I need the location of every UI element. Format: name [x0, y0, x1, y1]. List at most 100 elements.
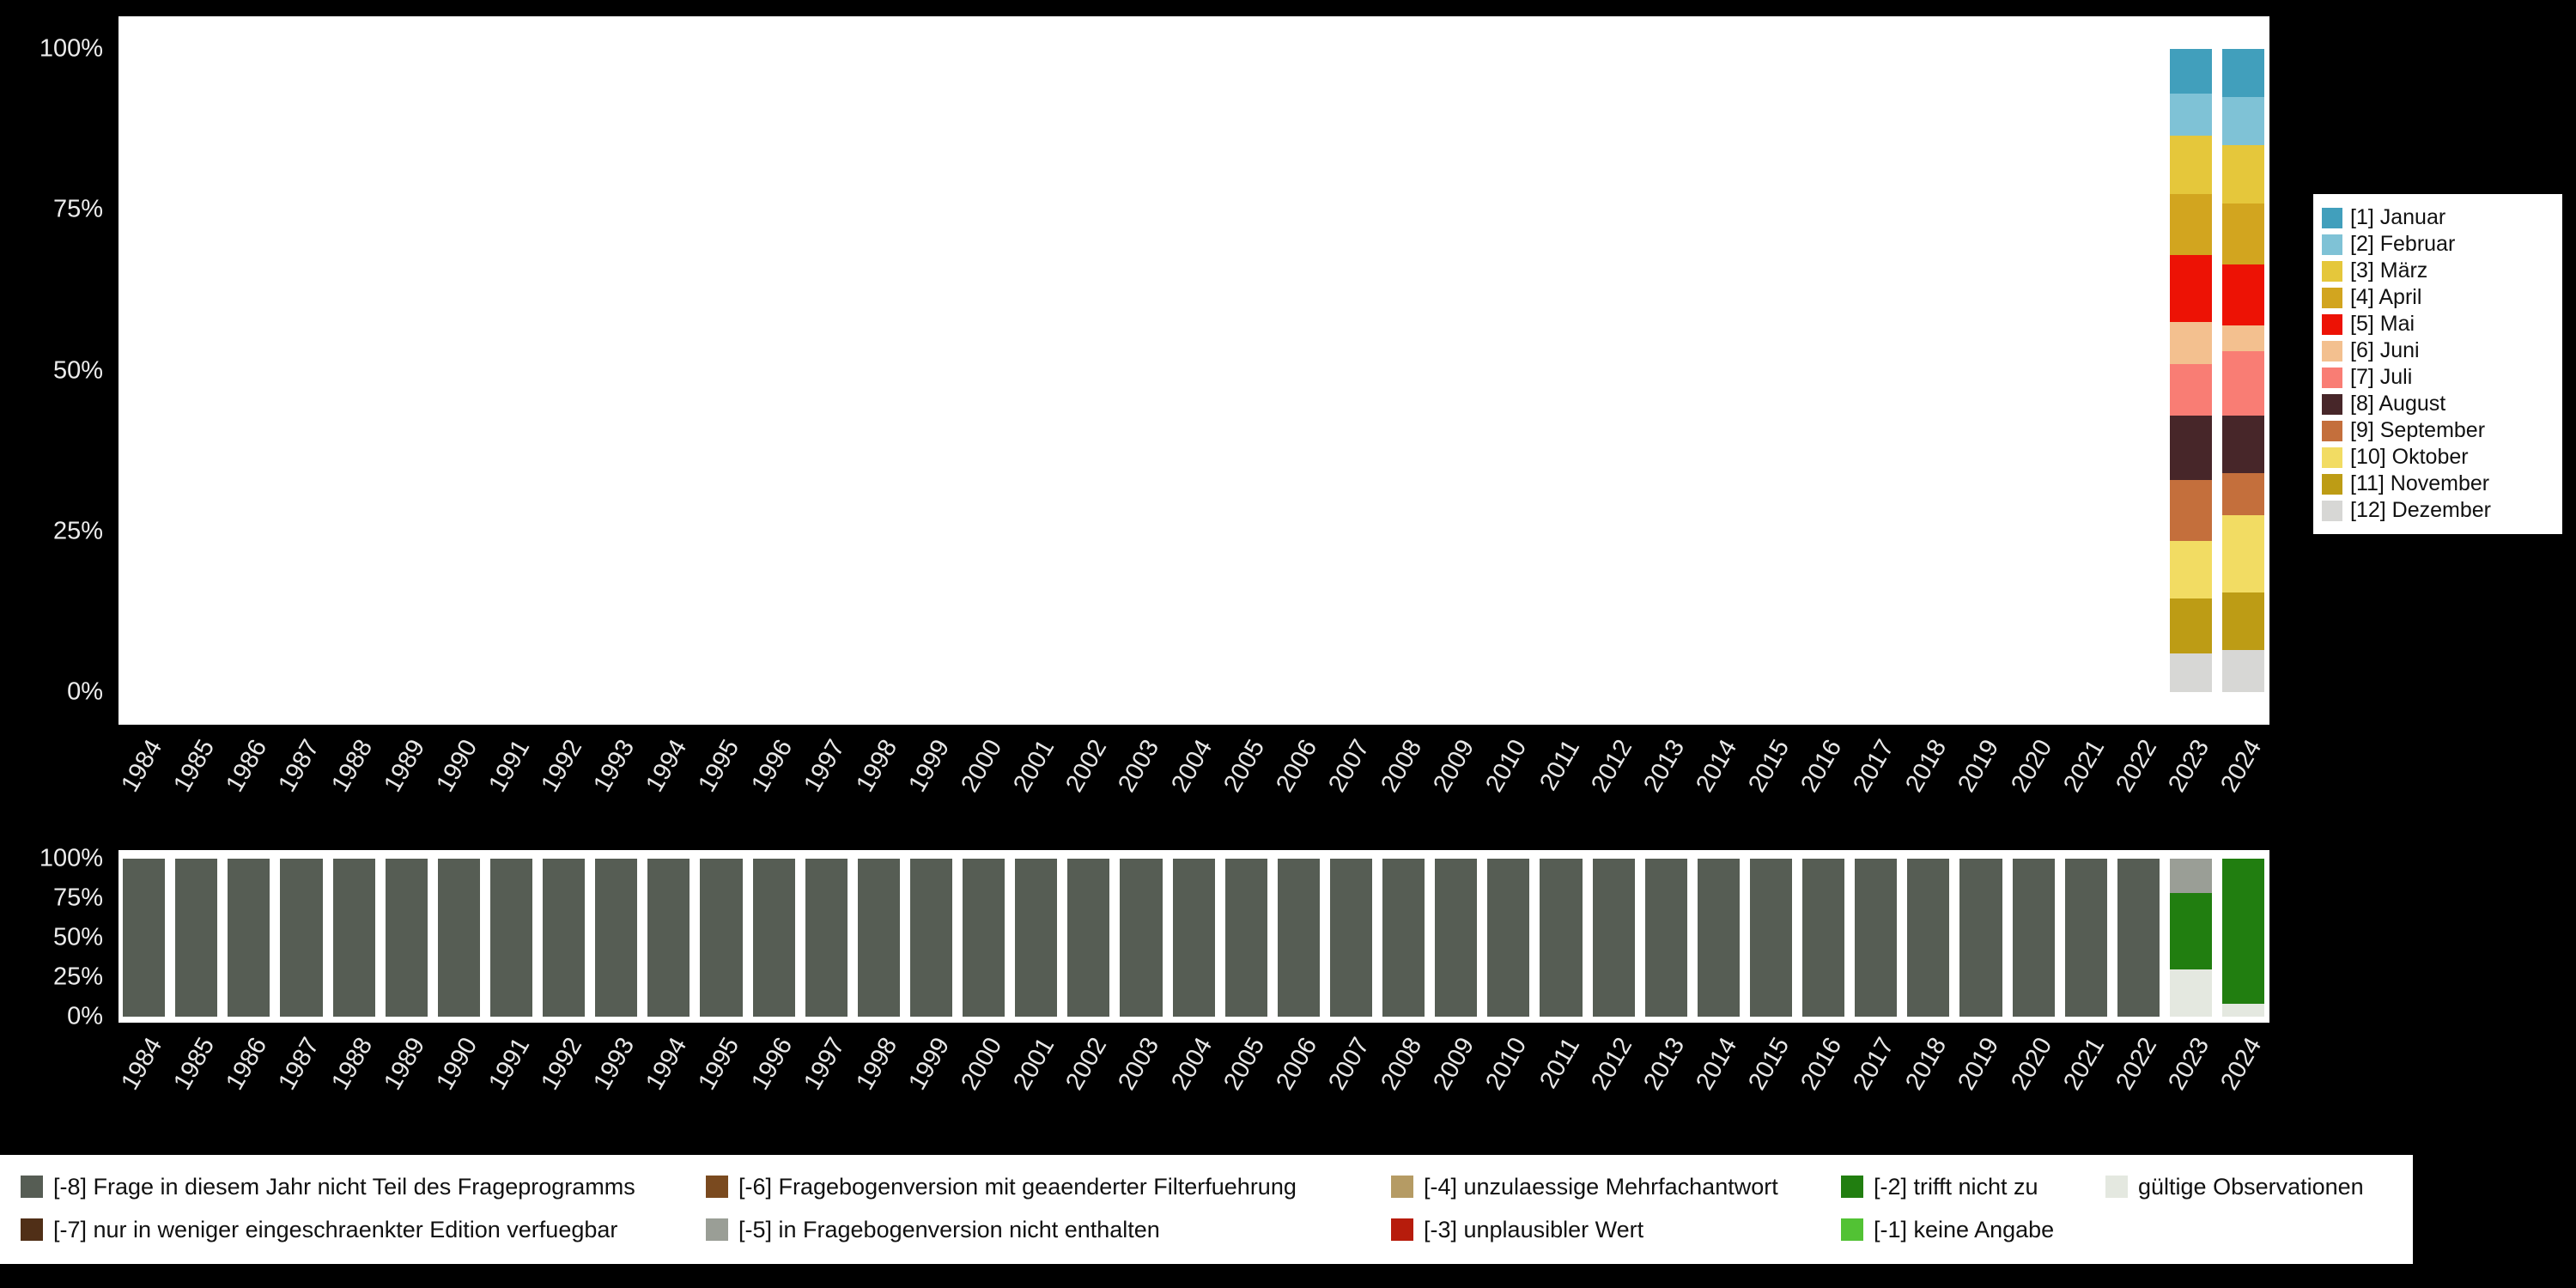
- bar-2015: [1749, 859, 1792, 1017]
- bar-2003: [1120, 859, 1163, 1017]
- bar-segment: [2222, 203, 2265, 264]
- bar-segment: [2169, 322, 2212, 364]
- legend-item: gültige Observationen: [2105, 1174, 2397, 1200]
- bar-1993: [595, 49, 637, 692]
- x-tick-label: 2024: [2215, 735, 2268, 797]
- bar-2000: [963, 859, 1005, 1017]
- bar-1986: [228, 859, 270, 1017]
- bar-2008: [1382, 49, 1425, 692]
- bar-2005: [1224, 859, 1267, 1017]
- x-tick: 2007: [1323, 732, 1375, 869]
- y-tick-label: 0%: [67, 677, 103, 706]
- bar-segment: [543, 859, 586, 1017]
- bar-1987: [280, 859, 323, 1017]
- bar-2009: [1435, 859, 1478, 1017]
- x-tick-label: 1997: [798, 735, 850, 797]
- legend-item-label: [-8] Frage in diesem Jahr nicht Teil des…: [53, 1173, 635, 1200]
- bar-2014: [1698, 49, 1740, 692]
- x-tick: 1992: [536, 1030, 587, 1167]
- x-tick-label: 1994: [641, 735, 693, 797]
- bar-2023: [2169, 859, 2212, 1017]
- bar-segment: [489, 859, 532, 1017]
- missing-codes-legend: [-8] Frage in diesem Jahr nicht Teil des…: [0, 1155, 2413, 1264]
- x-tick-label: 2001: [1008, 735, 1060, 797]
- bar-2011: [1540, 859, 1583, 1017]
- legend-swatch-icon: [2322, 367, 2342, 388]
- bar-segment: [2169, 49, 2212, 94]
- bar-2002: [1067, 49, 1109, 692]
- bar-segment: [1015, 859, 1058, 1017]
- x-tick-label: 2004: [1165, 735, 1218, 797]
- legend-item: [-1] keine Angabe: [1841, 1217, 2105, 1243]
- x-tick: 1987: [274, 732, 325, 869]
- bar-2016: [1802, 859, 1845, 1017]
- x-tick: 2012: [1586, 732, 1637, 869]
- legend-item: [9] September: [2322, 417, 2554, 444]
- bar-segment: [2222, 514, 2265, 592]
- x-tick: 1997: [799, 732, 850, 869]
- bar-segment: [805, 859, 848, 1017]
- bar-segment: [2169, 598, 2212, 653]
- bar-1987: [280, 49, 322, 692]
- x-tick-label: 1991: [483, 1033, 536, 1095]
- x-tick: 2024: [2215, 1030, 2267, 1167]
- x-tick-label: 2006: [1271, 1033, 1323, 1095]
- legend-item-label: [1] Januar: [2350, 205, 2446, 229]
- bar-segment: [228, 859, 270, 1017]
- x-tick: 2019: [1953, 1030, 2005, 1167]
- bar-segment: [857, 859, 900, 1017]
- bar-2016: [1802, 49, 1844, 692]
- bar-segment: [2169, 969, 2212, 1017]
- bar-segment: [1697, 859, 1740, 1017]
- bar-segment: [1540, 859, 1583, 1017]
- bar-1992: [543, 859, 586, 1017]
- x-tick: 2014: [1691, 732, 1742, 869]
- bar-1999: [909, 859, 952, 1017]
- x-tick: 2000: [956, 1030, 1007, 1167]
- legend-item-label: [-3] unplausibler Wert: [1424, 1216, 1644, 1242]
- x-tick-label: 2023: [2163, 735, 2215, 797]
- x-tick-label: 1996: [745, 1033, 798, 1095]
- legend-swatch-icon: [21, 1218, 43, 1241]
- x-tick: 2015: [1743, 1030, 1795, 1167]
- x-tick: 1989: [379, 1030, 430, 1167]
- legend-item-label: [9] September: [2350, 418, 2486, 442]
- x-tick-label: 2007: [1323, 735, 1376, 797]
- x-tick: 2014: [1691, 1030, 1742, 1167]
- x-tick-label: 2011: [1534, 735, 1585, 796]
- x-tick-label: 1987: [273, 1033, 325, 1095]
- bar-1989: [386, 49, 428, 692]
- legend-item-label: gültige Observationen: [2138, 1173, 2364, 1200]
- bars: [123, 859, 2265, 1017]
- x-tick-label: 1996: [745, 735, 798, 797]
- bar-segment: [1224, 859, 1267, 1017]
- x-tick-label: 2018: [1900, 1033, 1953, 1095]
- x-tick-label: 1986: [221, 1033, 273, 1095]
- bar-segment: [2169, 479, 2212, 541]
- bar-segment: [2169, 193, 2212, 255]
- x-tick-label: 2004: [1165, 1033, 1218, 1095]
- bar-1985: [175, 49, 217, 692]
- legend-swatch-icon: [1841, 1176, 1863, 1198]
- x-tick: 1985: [168, 732, 220, 869]
- legend-swatch-icon: [1841, 1218, 1863, 1241]
- legend-item-label: [11] November: [2350, 471, 2490, 495]
- x-tick: 1995: [694, 1030, 745, 1167]
- bar-segment: [1802, 859, 1845, 1017]
- x-tick: 2013: [1638, 1030, 1690, 1167]
- bar-segment: [2222, 415, 2265, 474]
- x-tick: 2018: [1901, 732, 1953, 869]
- bar-2018: [1907, 859, 1950, 1017]
- legend-item-label: [5] Mai: [2350, 312, 2415, 336]
- x-tick: 2023: [2163, 1030, 2215, 1167]
- bar-2004: [1173, 49, 1215, 692]
- x-axis: 1984 1985 1986 1987 1988 1989 1990 1991 1992 1993…: [116, 732, 2267, 869]
- y-tick-label: 75%: [52, 195, 103, 223]
- bar-2013: [1645, 49, 1687, 692]
- bar-segment: [1277, 859, 1320, 1017]
- bar-segment: [2169, 254, 2212, 323]
- bar-segment: [963, 859, 1005, 1017]
- x-tick-label: 2021: [2057, 735, 2110, 797]
- bar-2006: [1278, 49, 1320, 692]
